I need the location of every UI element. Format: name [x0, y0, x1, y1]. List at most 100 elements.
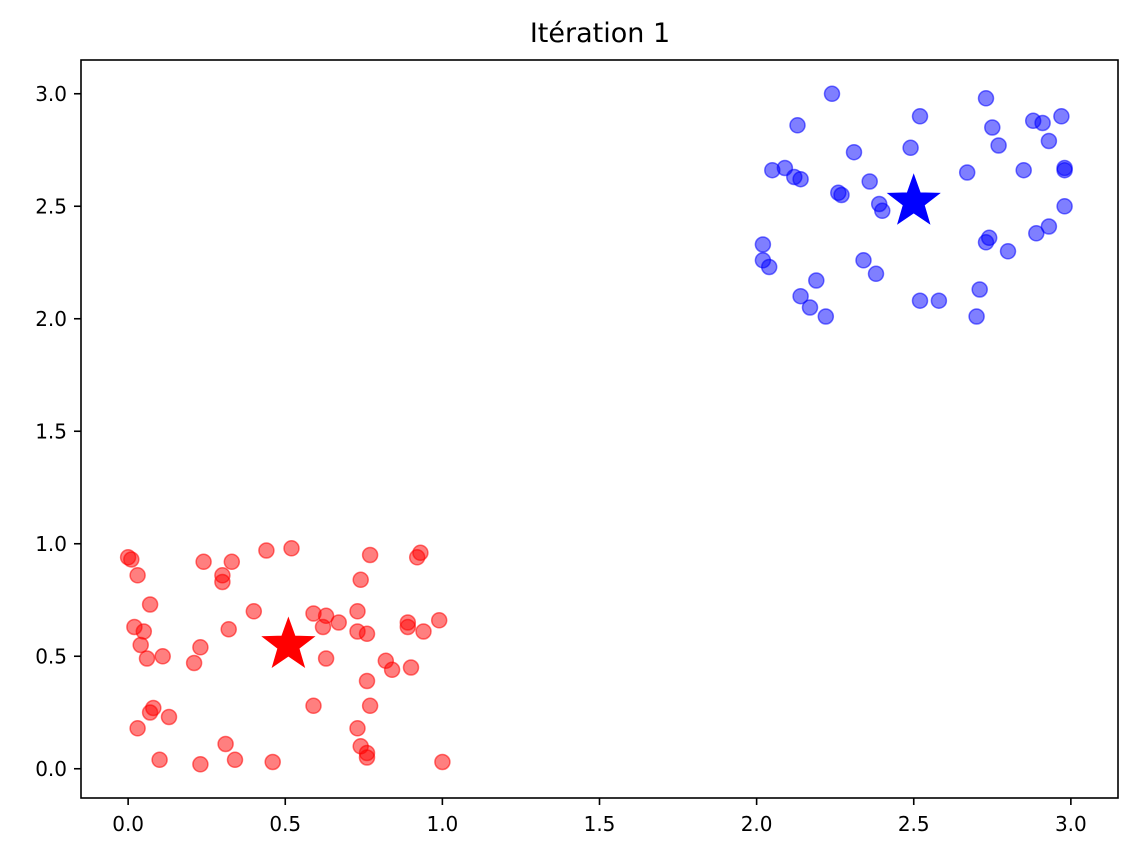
centroid-star-marker [261, 616, 316, 668]
data-point [754, 236, 772, 253]
centroid-star-marker [886, 173, 941, 225]
data-point [160, 708, 178, 726]
data-point [154, 648, 171, 665]
y-tick-label: 1.5 [35, 419, 67, 443]
data-point [977, 90, 995, 107]
chart-title: Itération 1 [530, 18, 670, 49]
data-point [792, 287, 809, 305]
data-point [132, 636, 149, 654]
data-point [402, 659, 420, 676]
data-point [220, 621, 237, 638]
data-point [192, 756, 209, 773]
data-point [1028, 225, 1045, 242]
data-point [223, 553, 241, 571]
y-tick-label: 0.0 [35, 757, 67, 781]
data-point [855, 252, 872, 269]
data-point [129, 720, 146, 737]
data-point [217, 735, 234, 753]
data-point [214, 573, 231, 591]
x-tick-label: 1.5 [584, 812, 616, 836]
y-tick-label: 3.0 [35, 82, 67, 106]
data-point [129, 567, 146, 584]
data-point [383, 661, 401, 679]
data-point [911, 108, 929, 125]
data-point [861, 173, 878, 190]
x-tick-label: 3.0 [1055, 812, 1087, 836]
data-point [1040, 132, 1058, 150]
data-point [867, 265, 885, 283]
data-point [349, 603, 366, 620]
data-point [823, 85, 841, 103]
data-point [430, 612, 448, 629]
data-point [789, 117, 806, 134]
data-point [1053, 108, 1070, 125]
y-tick-label: 1.0 [35, 532, 67, 556]
data-point [399, 618, 417, 636]
data-point [330, 614, 347, 631]
data-point [415, 623, 432, 640]
data-point [245, 603, 263, 620]
data-point [817, 308, 835, 325]
data-point [984, 119, 1001, 136]
data-point [361, 697, 379, 715]
data-point [412, 544, 429, 562]
x-tick-label: 1.0 [426, 812, 458, 836]
data-point [314, 618, 332, 636]
data-point [874, 202, 891, 220]
y-tick-label: 2.0 [35, 307, 67, 331]
data-point [135, 623, 153, 640]
data-point [930, 292, 948, 309]
data-point [808, 272, 825, 289]
data-point [833, 186, 850, 204]
x-tick-label: 0.5 [269, 812, 301, 836]
data-point [990, 137, 1007, 154]
data-point [141, 596, 159, 613]
data-point [958, 164, 976, 181]
data-point [192, 639, 209, 656]
data-point [845, 143, 863, 161]
data-point [1056, 161, 1073, 179]
y-tick-label: 0.5 [35, 644, 67, 668]
data-point [145, 699, 162, 717]
data-point [980, 229, 998, 247]
data-point [902, 139, 919, 157]
data-point [968, 308, 985, 325]
x-tick-label: 0.0 [112, 812, 144, 836]
data-point [999, 243, 1017, 260]
data-point [760, 258, 778, 276]
data-point [792, 170, 809, 188]
data-point [971, 281, 988, 298]
x-tick-label: 2.0 [741, 812, 773, 836]
data-point [226, 751, 244, 769]
data-point [151, 751, 168, 769]
data-point [911, 292, 929, 309]
x-tick-label: 2.5 [898, 812, 930, 836]
data-point [283, 540, 300, 557]
data-point [185, 654, 203, 672]
data-point [123, 551, 140, 568]
data-point [264, 753, 281, 771]
data-point [305, 697, 322, 715]
data-point [138, 650, 156, 667]
data-point [358, 625, 376, 643]
data-point [1034, 114, 1051, 132]
data-point [1015, 161, 1032, 179]
data-point [1056, 198, 1073, 215]
centroid-layer [261, 173, 941, 668]
data-point [258, 542, 275, 559]
y-tick-label: 2.5 [35, 194, 67, 218]
data-point [349, 720, 366, 737]
y-axis: 0.0 0.5 1.0 1.5 2.0 2.5 3.0 [35, 82, 81, 781]
points-layer [119, 85, 1073, 773]
data-point [352, 571, 369, 589]
data-point [801, 299, 819, 316]
data-point [317, 650, 335, 667]
data-point [361, 546, 379, 564]
data-point [358, 672, 376, 690]
data-point [195, 553, 212, 571]
data-point [434, 753, 451, 771]
data-point [358, 749, 376, 766]
data-point [1040, 218, 1058, 235]
x-axis: 0.0 0.5 1.0 1.5 2.0 2.5 3.0 [112, 798, 1087, 836]
